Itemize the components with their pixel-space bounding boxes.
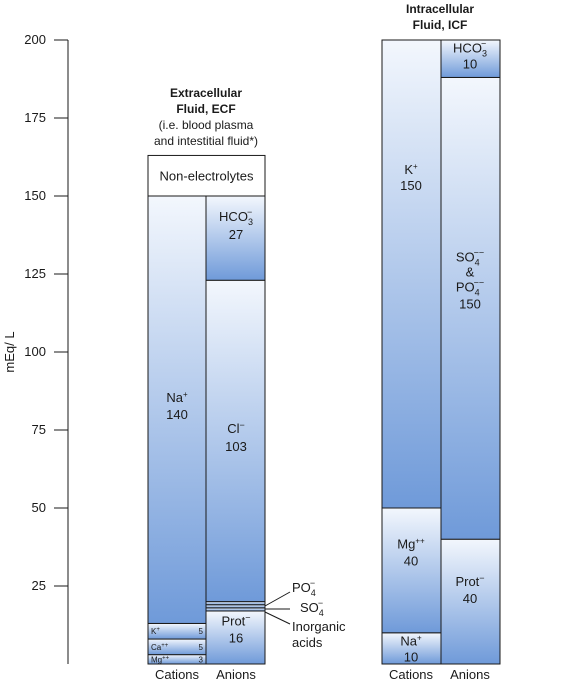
ecf-anions-hco3-segment — [205, 195, 266, 281]
ecf-anions-prot-segment — [205, 610, 266, 665]
icf-prot-value: 40 — [463, 591, 477, 606]
bar-segments — [147, 39, 501, 665]
y-tick-label-50: 50 — [32, 500, 46, 515]
ecf-hco3-label: HCO3− — [219, 207, 253, 227]
icf-cations-k-segment — [381, 39, 442, 509]
x-label-icf-anions: Anions — [450, 667, 490, 682]
acids-callout-label: acids — [292, 635, 323, 650]
icf-mg-value: 40 — [404, 554, 418, 569]
po4-callout-label: PO4− — [292, 578, 316, 598]
so4-callout-label: SO4− — [300, 598, 324, 618]
ecf-title-line-2: Fluid, ECF — [176, 102, 235, 116]
icf-title-line-2: Fluid, ICF — [413, 18, 468, 32]
segment-labels: Non-electrolytes Na+ 140 K+ 5 Ca++ 5 Mg++ 3 HCO3−… — [151, 38, 487, 664]
x-label-ecf-cations: Cations — [155, 667, 200, 682]
ecf-k-value: 5 — [199, 627, 204, 636]
inorganic-callout-label: Inorganic — [292, 619, 346, 634]
x-label-ecf-anions: Anions — [216, 667, 256, 682]
y-tick-label-200: 200 — [24, 32, 46, 47]
ecf-subtitle-line-2: and intestitial fluid*) — [154, 134, 258, 148]
x-label-icf-cations: Cations — [389, 667, 434, 682]
ecf-prot-label: Prot− — [221, 612, 250, 628]
ecf-ca-label: Ca++ — [151, 643, 169, 652]
y-tick-label-75: 75 — [32, 422, 46, 437]
icf-so4-label: SO4−− — [456, 248, 484, 268]
non-electrolytes-label: Non-electrolytes — [160, 169, 254, 184]
ecf-subtitle-line-1: (i.e. blood plasma — [159, 118, 254, 132]
icf-so4-po4-value: 150 — [459, 297, 481, 312]
icf-k-value: 150 — [400, 178, 422, 193]
icf-anions-hco3-segment — [440, 39, 501, 78]
y-tick-label-25: 25 — [32, 578, 46, 593]
ecf-anions-cl-segment — [205, 279, 266, 603]
ecf-prot-value: 16 — [229, 630, 243, 645]
ecf-mg-value: 3 — [199, 655, 204, 664]
icf-na-label: Na+ — [400, 633, 422, 648]
inorganic-callout-line — [264, 611, 291, 625]
ecf-cl-value: 103 — [225, 439, 247, 454]
po4-callout-line — [264, 591, 291, 607]
icf-cations-mg-segment — [381, 507, 442, 634]
ecf-mg-label: Mg++ — [151, 655, 170, 664]
y-axis-ticks: 25 50 75 100 125 150 175 200 — [24, 32, 68, 593]
y-tick-label-150: 150 — [24, 188, 46, 203]
icf-hco3-value: 10 — [463, 56, 477, 71]
icf-prot-label: Prot− — [455, 573, 484, 589]
icf-hco3-label: HCO3− — [453, 38, 487, 58]
icf-k-label: K+ — [404, 162, 418, 177]
ecf-ca-value: 5 — [199, 643, 204, 652]
ecf-k-label: K+ — [151, 627, 160, 636]
icf-and-label: & — [466, 265, 475, 280]
icf-mg-label: Mg++ — [397, 537, 425, 552]
y-tick-label-175: 175 — [24, 110, 46, 125]
ecf-na-value: 140 — [166, 407, 188, 422]
ecf-callouts: PO4− SO4− Inorganic acids — [264, 578, 346, 650]
y-axis-label: mEq/ L — [2, 331, 17, 372]
non-electrolytes-segment — [147, 154, 266, 197]
ecf-na-label: Na+ — [166, 390, 188, 405]
ecf-hco3-value: 27 — [229, 227, 243, 242]
ecf-cl-label: Cl− — [227, 420, 245, 436]
icf-na-value: 10 — [404, 649, 418, 664]
y-tick-label-125: 125 — [24, 266, 46, 281]
ecf-title-line-1: Extracellular — [170, 86, 242, 100]
icf-title-line-1: Intracellular — [406, 2, 474, 16]
icf-po4-label: PO4−− — [456, 278, 484, 298]
y-tick-label-100: 100 — [24, 344, 46, 359]
icf-anions-so4-po4-segment — [440, 76, 501, 540]
